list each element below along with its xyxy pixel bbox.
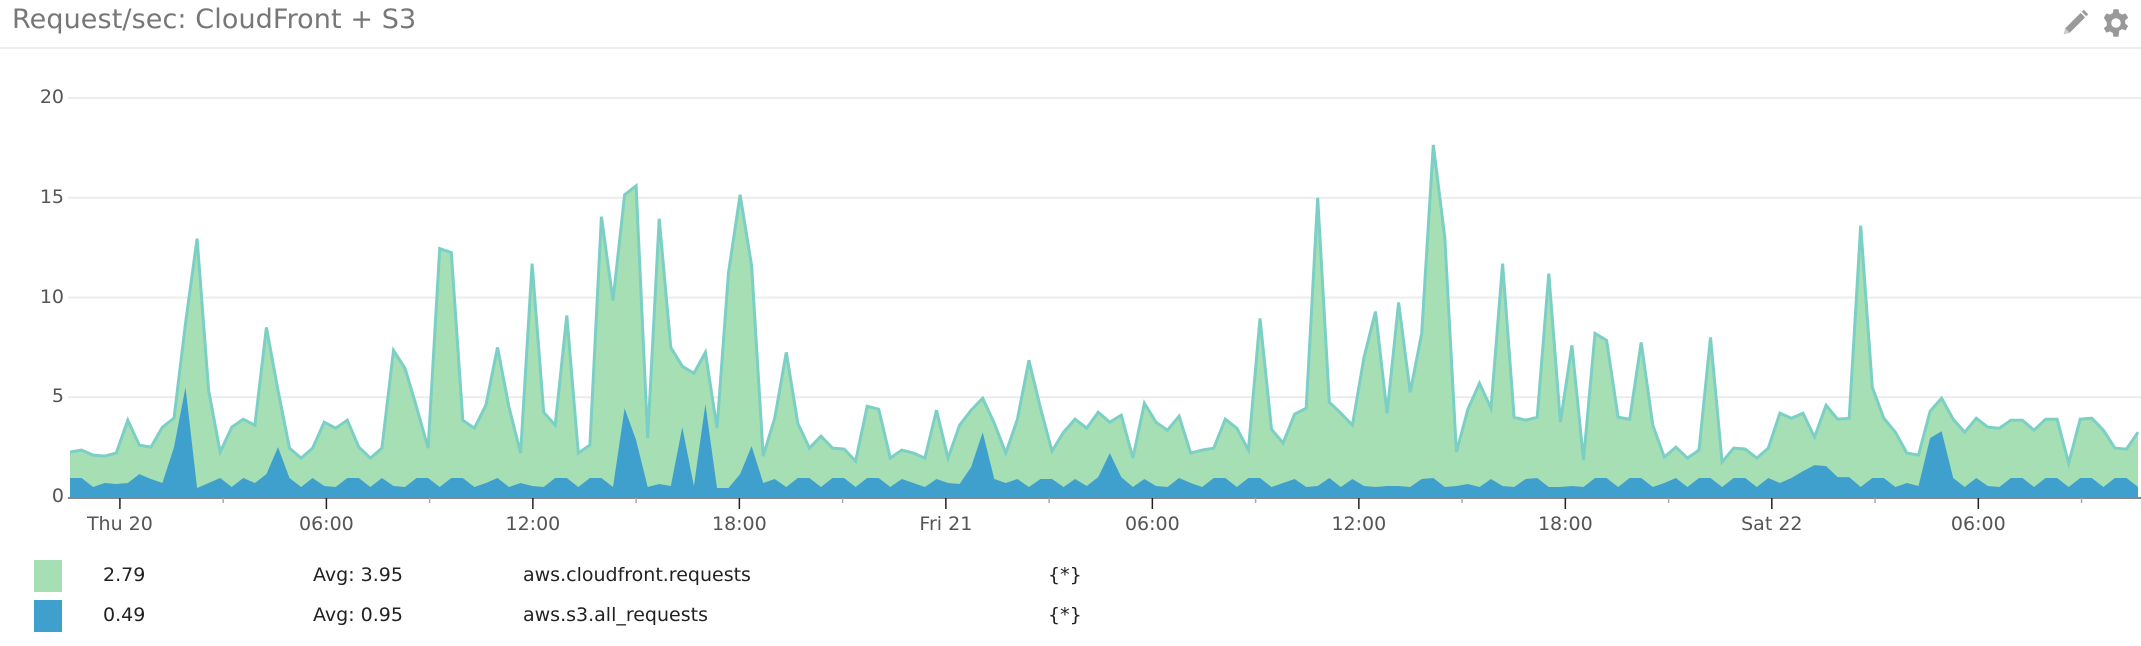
legend-metric-name: aws.cloudfront.requests bbox=[523, 564, 751, 586]
legend-last-value: 0.49 bbox=[103, 604, 146, 626]
cloudfront-line bbox=[69, 144, 2140, 469]
legend-scope: {*} bbox=[1048, 604, 1082, 626]
x-tick-label: 06:00 bbox=[1124, 513, 1180, 535]
legend-row-cloudfront[interactable]: 2.79 Avg: 3.95 aws.cloudfront.requests {… bbox=[0, 560, 1200, 594]
legend-swatch bbox=[34, 560, 62, 592]
x-tick-label: 12:00 bbox=[505, 513, 561, 535]
legend-average: Avg: 0.95 bbox=[313, 604, 403, 626]
timeseries-chart[interactable]: 0 5 10 15 20 Thu 20 06:00 12:00 18:00 Fri 21 06:0… bbox=[0, 50, 2141, 550]
y-tick-label: 20 bbox=[39, 86, 64, 108]
chart-plot-area[interactable] bbox=[0, 50, 2141, 550]
y-tick-label: 5 bbox=[51, 385, 64, 408]
x-tick-label: Sat 22 bbox=[1741, 513, 1803, 535]
x-tick-label: 12:00 bbox=[1331, 513, 1387, 535]
x-tick-label: 18:00 bbox=[1537, 513, 1593, 535]
legend-row-s3[interactable]: 0.49 Avg: 0.95 aws.s3.all_requests {*} bbox=[0, 600, 1200, 634]
y-tick-label: 0 bbox=[51, 485, 64, 507]
x-tick-label: Fri 21 bbox=[919, 513, 973, 535]
legend-metric-name: aws.s3.all_requests bbox=[523, 604, 708, 626]
pencil-icon[interactable] bbox=[2060, 8, 2090, 38]
widget-title: Request/sec: CloudFront + S3 bbox=[12, 4, 417, 35]
widget-header: Request/sec: CloudFront + S3 bbox=[0, 0, 2141, 49]
y-tick-label: 15 bbox=[39, 185, 64, 208]
gear-icon[interactable] bbox=[2101, 8, 2131, 38]
legend-scope: {*} bbox=[1048, 564, 1082, 586]
x-tick-label: 06:00 bbox=[299, 513, 354, 535]
legend-average: Avg: 3.95 bbox=[313, 564, 403, 586]
legend-last-value: 2.79 bbox=[103, 564, 146, 586]
x-tick-label: 06:00 bbox=[1950, 513, 2006, 535]
x-tick-label: 18:00 bbox=[711, 513, 767, 535]
legend-swatch bbox=[34, 600, 62, 632]
s3-area[interactable] bbox=[70, 387, 2138, 497]
y-tick-label: 10 bbox=[39, 285, 64, 308]
x-tick-label: Thu 20 bbox=[86, 513, 153, 535]
